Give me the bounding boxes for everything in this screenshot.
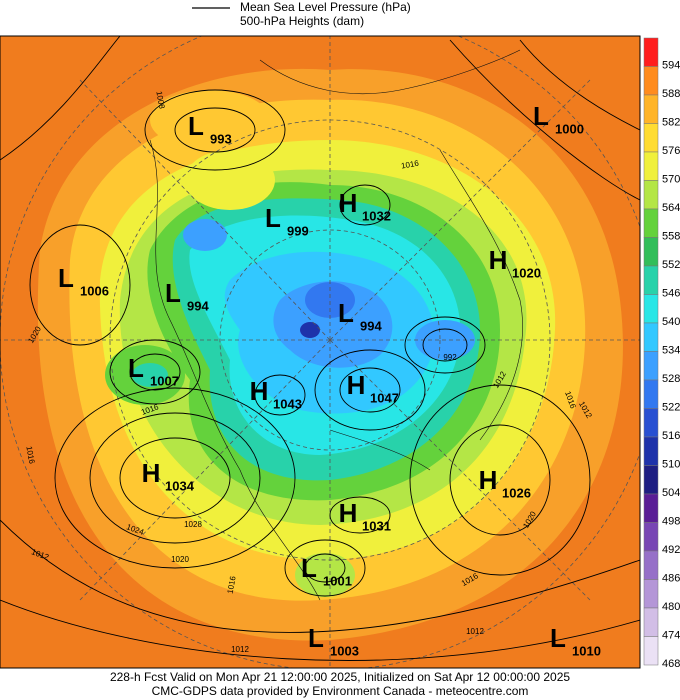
colorbar-label: 558	[662, 230, 680, 242]
colorbar-label: 594	[662, 59, 680, 71]
colorbar-swatch	[643, 66, 659, 96]
colorbar-swatch	[643, 322, 659, 352]
legend-heights: 500-hPa Heights (dam)	[240, 14, 364, 28]
center-pressure: 1003	[330, 643, 359, 658]
center-pressure: 1047	[370, 390, 399, 405]
contour-label: 1012	[231, 645, 249, 654]
center-pressure: 1000	[555, 121, 584, 136]
center-letter: L	[188, 111, 204, 141]
center-pressure: 994	[360, 318, 382, 333]
contour-label: 1016	[24, 445, 36, 465]
contour-label: 1020	[171, 555, 189, 564]
colorbar-label: 468	[662, 658, 680, 670]
center-letter: L	[308, 623, 324, 653]
colorbar-swatch	[643, 379, 659, 409]
colorbar-swatch	[643, 265, 659, 295]
footer-line: CMC-GDPS data provided by Environment Ca…	[152, 684, 529, 698]
center-pressure: 1006	[80, 283, 109, 298]
center-letter: H	[339, 188, 358, 218]
center-letter: H	[250, 376, 269, 406]
pressure-centers: L 993 H 1032 L 999 L 1000 H 1020 L 1006 L 994 L 994 L 100…	[58, 101, 601, 659]
colorbar-label: 552	[662, 259, 680, 271]
center-pressure: 1007	[150, 373, 179, 388]
center-pressure: 999	[287, 223, 309, 238]
center-letter: L	[533, 101, 549, 131]
center-pressure: 994	[187, 298, 209, 313]
contour-label: 992	[443, 353, 457, 362]
center-letter: H	[489, 245, 508, 275]
colorbar-swatch	[643, 408, 659, 438]
colorbar-swatch	[643, 522, 659, 552]
center-letter: L	[128, 353, 144, 383]
colorbar-label: 570	[662, 173, 680, 185]
center-letter: H	[339, 498, 358, 528]
colorbar-label: 534	[662, 344, 680, 356]
center-pressure: 1034	[165, 478, 195, 493]
center-pressure: 1032	[362, 208, 391, 223]
map	[0, 36, 640, 668]
colorbar: 594 588 582 576 570 564 558 552 546 540 534 528 522 5…	[643, 37, 680, 670]
contour-label: 1016	[226, 575, 238, 595]
center-pressure: 1026	[502, 485, 531, 500]
colorbar-label: 582	[662, 116, 680, 128]
colorbar-label: 540	[662, 316, 680, 328]
colorbar-swatch	[643, 208, 659, 238]
center-letter: H	[142, 458, 161, 488]
colorbar-swatch	[643, 465, 659, 495]
colorbar-swatch	[643, 94, 659, 124]
center-letter: L	[58, 263, 74, 293]
colorbar-swatch	[643, 151, 659, 181]
colorbar-swatch	[643, 123, 659, 153]
center-pressure: 1020	[512, 265, 541, 280]
colorbar-swatch	[643, 550, 659, 580]
colorbar-swatch	[643, 579, 659, 609]
center-letter: H	[347, 370, 366, 400]
colorbar-label: 528	[662, 373, 680, 385]
colorbar-swatch	[643, 351, 659, 381]
colorbar-label: 504	[662, 487, 680, 499]
colorbar-swatch	[643, 237, 659, 267]
colorbar-swatch	[643, 37, 659, 67]
colorbar-label: 564	[662, 202, 680, 214]
colorbar-label: 486	[662, 572, 680, 584]
center-pressure: 1001	[323, 573, 352, 588]
center-letter: H	[479, 465, 498, 495]
colorbar-label: 474	[662, 629, 680, 641]
colorbar-swatch	[643, 493, 659, 523]
colorbar-swatch	[643, 607, 659, 637]
colorbar-label: 516	[662, 430, 680, 442]
center-pressure: 1010	[572, 643, 601, 658]
colorbar-label: 492	[662, 544, 680, 556]
center-pressure: 1043	[273, 396, 302, 411]
colorbar-label: 510	[662, 458, 680, 470]
center-pressure: 1031	[362, 518, 391, 533]
colorbar-swatch	[643, 180, 659, 210]
colorbar-swatch	[643, 636, 659, 666]
colorbar-swatch	[643, 294, 659, 324]
center-pressure: 993	[210, 131, 232, 146]
colorbar-label: 546	[662, 287, 680, 299]
center-letter: L	[550, 623, 566, 653]
map-frame	[0, 35, 641, 669]
center-letter: L	[265, 203, 281, 233]
colorbar-label: 522	[662, 401, 680, 413]
colorbar-label: 480	[662, 601, 680, 613]
contour-label: 1008	[154, 90, 166, 110]
colorbar-label: 498	[662, 515, 680, 527]
center-letter: L	[301, 553, 317, 583]
colorbar-label: 588	[662, 88, 680, 100]
contour-label: 1012	[466, 627, 484, 636]
colorbar-swatch	[643, 436, 659, 466]
footer-line: 228-h Fcst Valid on Mon Apr 21 12:00:00 …	[110, 670, 570, 684]
contour-label: 1016	[400, 159, 420, 171]
center-letter: L	[165, 278, 181, 308]
center-letter: L	[338, 298, 354, 328]
colorbar-label: 576	[662, 145, 680, 157]
contour-label: 1028	[184, 520, 202, 529]
legend-pressure: Mean Sea Level Pressure (hPa)	[240, 0, 411, 14]
